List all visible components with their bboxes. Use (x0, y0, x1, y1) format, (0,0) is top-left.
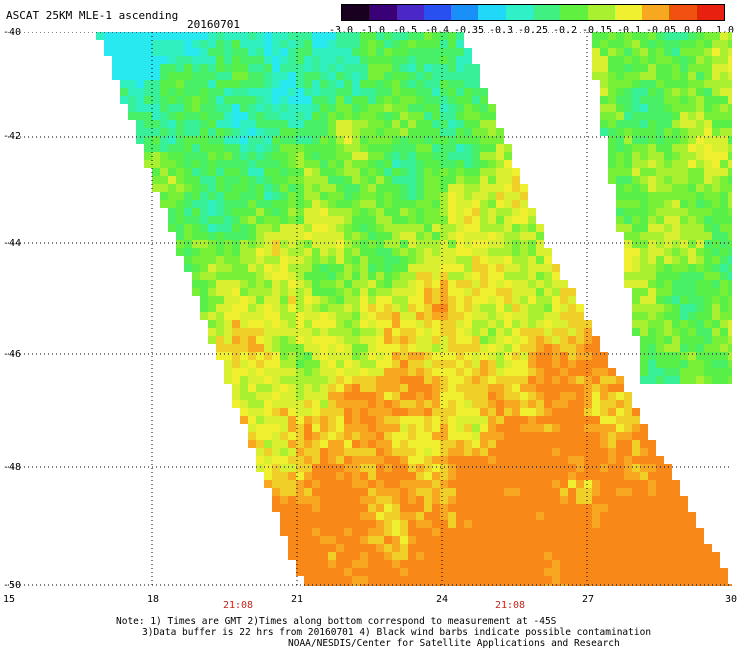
plot-title: ASCAT 25KM MLE-1 ascending (6, 9, 179, 22)
colorbar-segment (669, 5, 697, 20)
colorbar-segment (532, 5, 561, 20)
colorbar-tick-label: -3.0 (328, 25, 354, 36)
colorbar-labels: -3.0 -1.0 -0.5 -0.4 -0.35 -0.3 -0.25 -0.2 -0.15-… (320, 25, 740, 37)
lon-label: 15 (2, 594, 16, 605)
swath-map (8, 32, 732, 586)
colorbar-segment (696, 5, 724, 20)
time-label: 21:08 (222, 600, 254, 611)
colorbar-segment (642, 5, 670, 20)
colorbar-tick-label: -0.25 (517, 25, 549, 36)
lat-label: -46 (3, 349, 22, 360)
lon-label: 27 (581, 594, 595, 605)
note-line: NOAA/NESDIS/Center for Satellite Applica… (288, 638, 620, 649)
colorbar-segment (505, 5, 533, 20)
colorbar-segment (451, 5, 479, 20)
colorbar-tick-label: -0.35 (453, 25, 485, 36)
colorbar-segment (614, 5, 643, 20)
colorbar-segment (369, 5, 397, 20)
note-line: 3)Data buffer is 22 hrs from 20160701 4)… (142, 627, 652, 638)
map-area (8, 32, 732, 586)
colorbar-tick-label: 0.0 (683, 25, 703, 36)
colorbar-segment (478, 5, 506, 20)
colorbar-tick-label: -0.1 (616, 25, 642, 36)
colorbar-tick-label: -0.5 (392, 25, 418, 36)
colorbar-tick-label: -0.2 (552, 25, 578, 36)
time-label: 21:08 (494, 600, 526, 611)
lat-label: -42 (3, 131, 22, 142)
colorbar-segment (396, 5, 424, 20)
colorbar-tick-label: -0.3 (488, 25, 514, 36)
lon-label: 30 (724, 594, 738, 605)
colorbar-tick-label: 1.0 (715, 25, 735, 36)
colorbar-segment (423, 5, 452, 20)
lon-label: 24 (435, 594, 449, 605)
swath-cells (96, 32, 732, 586)
colorbar-tick-label: -1.0 (360, 25, 386, 36)
graticule (8, 32, 732, 586)
footnotes: Note: 1) Times are GMT 2)Times along bot… (116, 616, 651, 649)
colorbar-segment (342, 5, 370, 20)
colorbar-tick-label: -0.4 (424, 25, 450, 36)
lon-label: 21 (290, 594, 304, 605)
colorbar-segment (560, 5, 588, 20)
lat-label: -40 (3, 27, 22, 38)
colorbar-segment (587, 5, 615, 20)
note-line: Note: 1) Times are GMT 2)Times along bot… (116, 616, 557, 627)
lon-label: 18 (146, 594, 160, 605)
lat-label: -50 (3, 580, 22, 591)
colorbar-tick-label: -0.15 (581, 25, 613, 36)
colorbar (341, 4, 725, 21)
lat-label: -44 (3, 238, 22, 249)
lat-label: -48 (3, 462, 22, 473)
plot-date: 20160701 (187, 18, 240, 31)
colorbar-tick-label: -0.05 (645, 25, 677, 36)
